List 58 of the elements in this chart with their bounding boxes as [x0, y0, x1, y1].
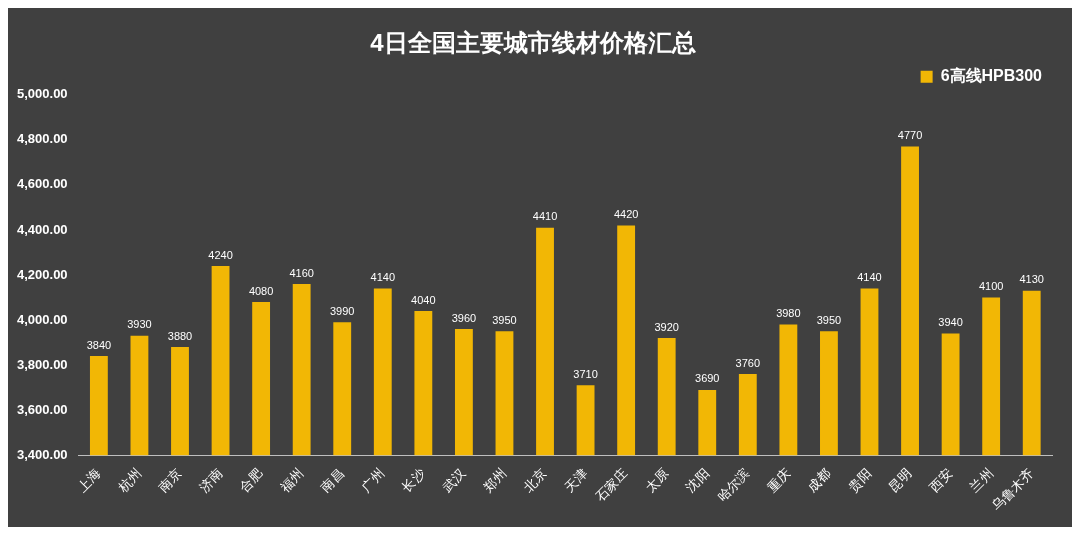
x-tick-label: 贵阳	[845, 465, 875, 495]
data-label: 4100	[978, 280, 1004, 293]
chart-title: 4日全国主要城市线材价格汇总	[370, 29, 696, 57]
x-tick-label: 哈尔滨	[714, 465, 753, 504]
data-label: 3760	[735, 356, 761, 369]
data-label: 3990	[329, 304, 355, 317]
x-tick-label: 合肥	[236, 465, 266, 495]
data-label: 3950	[816, 313, 842, 326]
data-label: 4160	[289, 266, 314, 279]
x-tick-label: 太原	[642, 465, 672, 495]
y-tick-label: 5,000.00	[16, 86, 68, 102]
x-tick-label: 长沙	[399, 465, 428, 495]
x-tick-label: 济南	[196, 465, 226, 495]
x-tick-label: 郑州	[480, 465, 510, 495]
data-label: 3920	[654, 320, 679, 333]
y-tick-label: 4,600.00	[16, 176, 68, 192]
data-label: 4130	[1019, 273, 1044, 286]
y-tick-label: 4,200.00	[16, 266, 68, 282]
data-label: 3690	[695, 372, 720, 385]
data-label: 3880	[167, 329, 193, 342]
x-tick-label: 沈阳	[682, 465, 712, 495]
data-label: 4080	[248, 284, 274, 297]
x-tick-label: 昆明	[885, 465, 915, 495]
data-label: 3950	[492, 313, 517, 326]
data-label: 4140	[370, 271, 396, 284]
y-tick-label: 4,000.00	[16, 311, 68, 327]
x-tick-label: 天津	[561, 465, 591, 495]
data-label: 3840	[86, 338, 112, 351]
y-tick-label: 3,800.00	[16, 356, 68, 372]
data-label: 3710	[573, 367, 598, 380]
x-tick-label: 西安	[926, 465, 956, 495]
y-tick-label: 3,600.00	[16, 401, 68, 417]
x-tick-label: 北京	[520, 465, 550, 495]
x-tick-label: 成都	[804, 465, 834, 495]
data-label: 4240	[208, 248, 233, 261]
y-tick-label: 4,800.00	[16, 131, 68, 147]
data-label: 3930	[127, 318, 152, 331]
x-tick-label: 上海	[74, 465, 104, 495]
x-tick-label: 重庆	[764, 465, 794, 495]
x-tick-label: 石家庄	[592, 465, 631, 504]
data-label: 3980	[776, 307, 801, 320]
x-tick-label: 武汉	[439, 465, 469, 495]
x-tick-label: 南京	[155, 465, 185, 495]
data-label: 4770	[897, 129, 923, 142]
y-tick-label: 4,400.00	[16, 221, 68, 237]
data-label: 4040	[411, 293, 436, 306]
x-tick-label: 南昌	[317, 465, 347, 495]
x-tick-label: 兰州	[966, 465, 996, 495]
data-label: 4140	[857, 271, 882, 284]
x-tick-label: 福州	[277, 465, 307, 495]
data-label: 3940	[938, 316, 963, 329]
x-tick-label: 杭州	[114, 465, 145, 496]
data-label: 4410	[532, 210, 558, 223]
legend-label: 6高线HPB300	[940, 66, 1043, 85]
data-label: 3960	[451, 311, 477, 324]
data-label: 4420	[613, 207, 639, 220]
y-tick-label: 3,400.00	[16, 446, 68, 462]
x-tick-label: 广州	[358, 465, 388, 495]
